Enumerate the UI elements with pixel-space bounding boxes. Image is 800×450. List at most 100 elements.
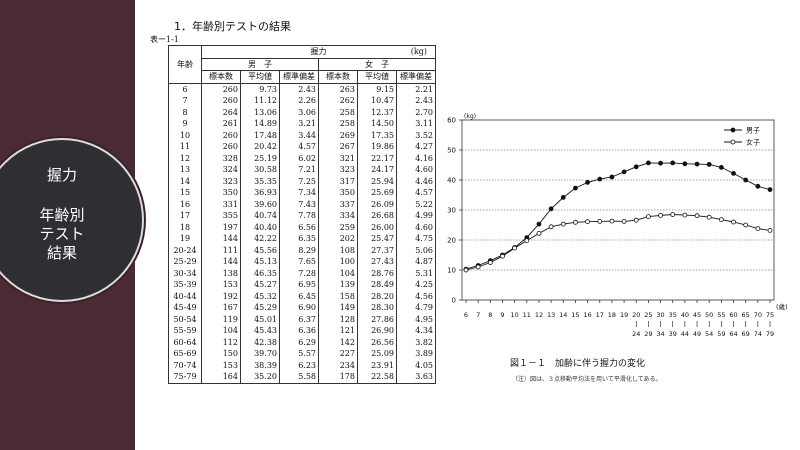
col-header: 標準偏差 [396, 70, 436, 84]
data-point [597, 176, 603, 182]
x-tick-label: 40 [681, 311, 689, 319]
series-line [465, 162, 771, 270]
data-point [767, 228, 773, 233]
col-header: 標本数 [318, 70, 358, 84]
value-cell: 25.69 [357, 187, 397, 199]
value-cell: 45.01 [240, 313, 280, 325]
value-cell: 104 [318, 267, 358, 279]
x-tick-label: 20 [632, 311, 640, 319]
value-cell: 7.43 [279, 198, 319, 210]
value-cell: 6.35 [279, 233, 319, 245]
age-cell: 60-64 [168, 336, 202, 348]
data-point [670, 160, 676, 166]
data-point [609, 218, 615, 224]
legend-label: 男子 [746, 127, 760, 135]
value-cell: 7.65 [279, 256, 319, 268]
data-point [755, 183, 761, 189]
value-cell: 14.89 [240, 118, 280, 130]
data-point [512, 245, 518, 251]
data-point [658, 213, 663, 218]
value-cell: 260 [201, 95, 241, 107]
x-tick-label-lower: 64 [729, 330, 737, 338]
value-cell: 8.29 [279, 244, 319, 256]
value-cell: 337 [318, 198, 358, 210]
x-tick-label: 11 [523, 311, 531, 319]
age-cell: 25-29 [168, 256, 202, 268]
value-cell: 3.52 [396, 129, 436, 141]
data-point [536, 221, 542, 227]
male-header: 男 子 [201, 58, 319, 71]
value-cell: 26.56 [357, 336, 397, 348]
value-cell: 167 [201, 302, 241, 314]
value-cell: 6.29 [279, 336, 319, 348]
value-cell: 26.09 [357, 198, 397, 210]
value-cell: 144 [201, 256, 241, 268]
data-point [548, 224, 554, 230]
x-tick-label: 30 [656, 311, 664, 319]
data-point [731, 219, 736, 225]
value-cell: 260 [201, 129, 241, 141]
age-cell: 8 [168, 106, 202, 118]
value-cell: 28.30 [357, 302, 397, 314]
table-row: 18 197 40.40 6.56 259 26.00 4.60 [168, 221, 436, 233]
value-cell: 45.43 [240, 325, 280, 337]
value-cell: 7.78 [279, 210, 319, 222]
value-cell: 111 [201, 244, 241, 256]
age-cell: 14 [168, 175, 202, 187]
value-cell: 178 [318, 371, 358, 383]
x-tick-label: 45 [693, 311, 701, 319]
x-tick-label: 18 [608, 311, 616, 319]
value-cell: 45.27 [240, 279, 280, 291]
value-cell: 28.76 [357, 267, 397, 279]
value-cell: 100 [318, 256, 358, 268]
table-row: 7 260 11.12 2.26 262 10.47 2.43 [168, 95, 436, 107]
table-row: 16 331 39.60 7.43 337 26.09 5.22 [168, 198, 436, 210]
value-cell: 2.21 [396, 82, 436, 95]
value-cell: 5.31 [396, 267, 436, 279]
figure-note: （注）図は、３点移動平均法を用いて平滑化してある。 [512, 376, 662, 383]
x-tick-label: 17 [596, 311, 604, 319]
table-row: 15 350 36.93 7.34 350 25.69 4.57 [168, 187, 436, 199]
value-cell: 202 [318, 233, 358, 245]
y-tick-label: 10 [447, 267, 456, 275]
value-cell: 197 [201, 221, 241, 233]
table-row: 10 260 17.48 3.44 269 17.35 3.52 [168, 129, 436, 141]
value-cell: 264 [201, 106, 241, 118]
value-cell: 3.11 [396, 118, 436, 130]
value-cell: 108 [318, 244, 358, 256]
age-cell: 45-49 [168, 302, 202, 314]
x-tick-label-lower: 29 [644, 330, 652, 338]
value-cell: 4.95 [396, 313, 436, 325]
value-cell: 3.06 [279, 106, 319, 118]
value-cell: 334 [318, 210, 358, 222]
table-row: 65-69 150 39.70 5.57 227 25.09 3.89 [168, 348, 436, 360]
age-cell: 15 [168, 187, 202, 199]
value-cell: 39.60 [240, 198, 280, 210]
value-cell: 3.82 [396, 336, 436, 348]
data-point [463, 267, 469, 273]
value-cell: 12.37 [357, 106, 397, 118]
value-cell: 258 [318, 118, 358, 130]
data-point [573, 185, 578, 191]
value-cell: 4.34 [396, 325, 436, 337]
value-cell: 4.05 [396, 359, 436, 371]
value-cell: 317 [318, 175, 358, 187]
value-cell: 42.22 [240, 233, 280, 245]
value-cell: 323 [201, 175, 241, 187]
table-row: 11 260 20.42 4.57 267 19.86 4.27 [168, 141, 436, 153]
col-header: 平均値 [357, 70, 397, 84]
value-cell: 3.63 [396, 371, 436, 383]
value-cell: 2.26 [279, 95, 319, 107]
value-cell: 128 [318, 313, 358, 325]
data-point [682, 212, 688, 218]
y-tick-label: 40 [447, 177, 456, 185]
table-row: 14 323 35.35 7.25 317 25.94 4.46 [168, 175, 436, 187]
age-cell: 10 [168, 129, 202, 141]
table-row: 19 144 42.22 6.35 202 25.47 4.75 [168, 233, 436, 245]
value-cell: 4.27 [396, 141, 436, 153]
value-cell: 142 [318, 336, 358, 348]
value-cell: 22.17 [357, 152, 397, 164]
x-tick-label-lower: 49 [693, 330, 701, 338]
x-tick-label: 13 [547, 311, 555, 319]
value-cell: 10.47 [357, 95, 397, 107]
